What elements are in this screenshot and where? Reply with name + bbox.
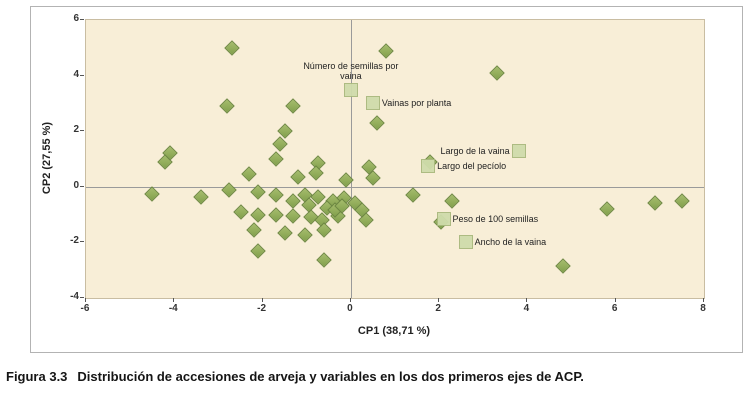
scatter-point — [268, 206, 284, 223]
y-tick-mark — [80, 185, 84, 187]
y-tick-label: 0 — [73, 179, 79, 191]
scatter-point — [144, 185, 160, 202]
scatter-point — [250, 206, 266, 223]
scatter-point — [219, 98, 236, 114]
variable-label: Vainas por planta — [381, 98, 452, 109]
zero-line-horizontal — [86, 186, 704, 188]
y-tick-label: 2 — [73, 124, 79, 136]
scatter-point — [268, 187, 284, 203]
scatter-point — [221, 181, 238, 198]
y-tick-mark — [80, 19, 84, 20]
x-tick-label: 8 — [700, 303, 706, 314]
scatter-point — [241, 166, 258, 183]
scatter-point — [378, 42, 394, 59]
scatter-point — [272, 135, 288, 152]
variable-marker — [365, 96, 380, 111]
scatter-point — [488, 65, 505, 81]
scatter-point — [223, 40, 240, 56]
scatter-point — [268, 151, 284, 167]
scatter-point — [316, 252, 333, 269]
scatter-point — [290, 169, 306, 185]
y-tick-label: -4 — [70, 291, 79, 302]
x-tick-label: 4 — [523, 303, 530, 314]
scatter-point — [296, 227, 313, 244]
y-tick-label: 4 — [73, 68, 79, 80]
chart-frame: CP2 (27,55 %) Número de semillas por vai… — [30, 6, 743, 353]
scatter-point — [369, 115, 386, 131]
variable-marker — [458, 235, 473, 250]
scatter-point — [599, 201, 615, 217]
x-tick-label: 2 — [435, 303, 441, 314]
x-tick-mark — [438, 298, 440, 302]
x-tick-mark — [526, 298, 528, 302]
scatter-point — [285, 208, 302, 224]
figure-caption: Figura 3.3 Distribución de accesiones de … — [6, 369, 746, 384]
variable-label: Número de semillas por vaina — [303, 60, 399, 81]
x-tick-mark — [173, 298, 175, 302]
scatter-point — [245, 222, 262, 238]
zero-line-vertical — [350, 20, 352, 298]
scatter-point — [674, 192, 690, 209]
y-tick-label: 6 — [73, 13, 79, 24]
figure-caption-label: Figura 3.3 — [6, 369, 68, 384]
scatter-point — [338, 172, 355, 188]
variable-marker — [436, 211, 451, 226]
variable-marker — [343, 82, 358, 97]
variable-marker — [511, 143, 526, 158]
scatter-point — [647, 195, 664, 212]
scatter-point — [285, 98, 302, 114]
x-tick-label: 0 — [347, 303, 353, 314]
x-tick-label: -6 — [80, 303, 90, 314]
plot-area: Número de semillas por vaina Vainas por p… — [85, 19, 705, 299]
x-tick-mark — [703, 298, 704, 302]
x-tick-mark — [349, 298, 351, 302]
x-tick-mark — [614, 298, 616, 302]
scatter-point — [192, 188, 209, 205]
variable-label: Peso de 100 semillas — [452, 213, 539, 224]
x-tick-mark — [261, 298, 263, 302]
scatter-point — [404, 187, 421, 203]
y-tick-mark — [80, 241, 84, 243]
scatter-point — [444, 192, 461, 209]
scatter-point — [250, 242, 266, 259]
y-tick-mark — [80, 130, 84, 132]
scatter-point — [554, 258, 571, 274]
x-tick-label: -4 — [168, 303, 178, 314]
variable-marker — [421, 158, 436, 173]
scatter-point — [276, 224, 293, 241]
x-tick-mark — [85, 298, 86, 302]
y-tick-label: -2 — [70, 235, 79, 247]
x-axis-title: CP1 (38,71 %) — [357, 325, 431, 337]
y-tick-mark — [80, 297, 84, 298]
variable-label: Largo del pecíolo — [437, 160, 507, 171]
variable-label: Largo de la vaina — [440, 145, 510, 156]
scatter-point — [232, 204, 249, 220]
x-tick-label: -2 — [257, 303, 267, 314]
figure-caption-text: Distribución de accesiones de arveja y v… — [77, 369, 584, 384]
variable-label: Ancho de la vaina — [474, 237, 547, 248]
y-tick-mark — [80, 74, 84, 76]
x-tick-label: 6 — [611, 303, 618, 314]
